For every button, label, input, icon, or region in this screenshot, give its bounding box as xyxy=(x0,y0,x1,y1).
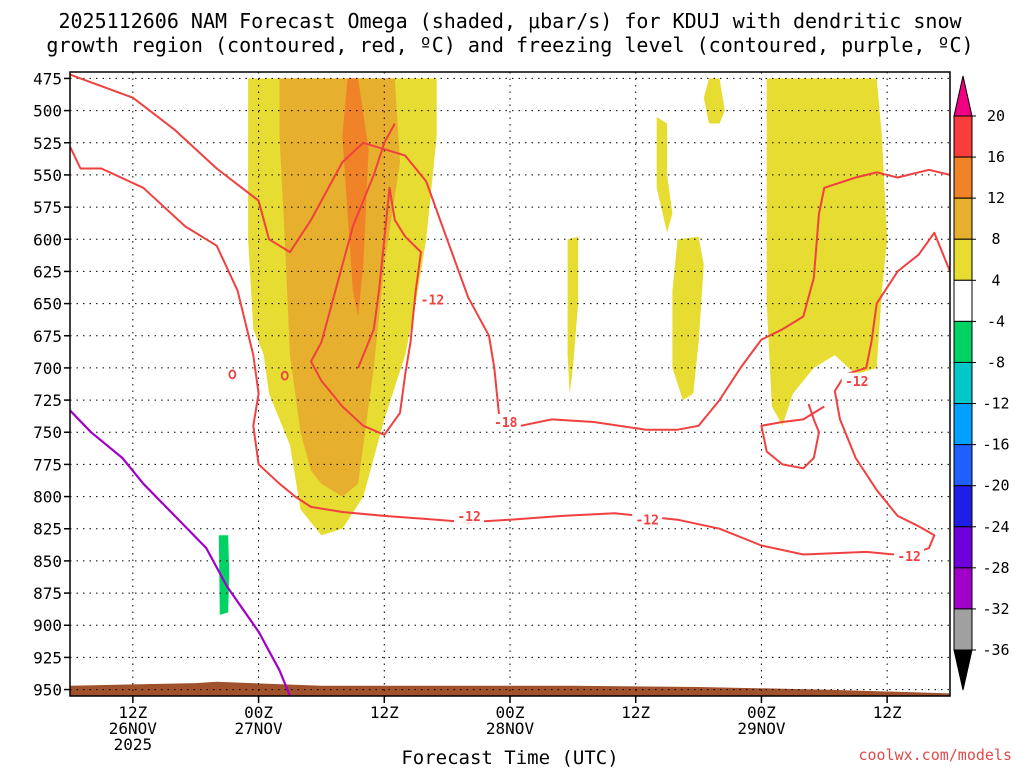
x-tick-label-0-0: 12Z xyxy=(118,703,147,722)
colorbar-bin-16-20 xyxy=(953,115,973,158)
omega-shade-region-6 xyxy=(567,236,579,394)
omega-shade-region-3 xyxy=(703,78,725,124)
colorbar-tick-label-11: -28 xyxy=(982,559,1009,577)
colorbar-tick-label-4: 4 xyxy=(991,271,1000,289)
dgz-contour-line-2 xyxy=(310,123,422,436)
colorbar-bin-8-12 xyxy=(953,197,973,240)
colorbar-tick-label-6: -8 xyxy=(987,353,1005,371)
y-tick-label-600: 600 xyxy=(33,230,62,249)
colorbar-bin--36--32 xyxy=(953,608,973,651)
colorbar-tick-label-5: -4 xyxy=(987,312,1005,330)
y-tick-label-625: 625 xyxy=(33,262,62,281)
y-tick-label-750: 750 xyxy=(33,423,62,442)
terrain-ground xyxy=(70,681,950,696)
x-tick-label-0-2: 2025 xyxy=(114,735,153,754)
contour-label-2: -12 xyxy=(457,510,480,525)
colorbar-bin--20--16 xyxy=(953,444,973,487)
y-tick-label-525: 525 xyxy=(33,134,62,153)
colorbar-bin-4-8 xyxy=(953,238,973,281)
colorbar-bin--8--4 xyxy=(953,320,973,363)
x-tick-label-6-0: 12Z xyxy=(873,703,902,722)
colorbar-tick-label-2: 12 xyxy=(987,189,1005,207)
omega-shade-region-8 xyxy=(218,535,230,615)
x-tick-label-1-1: 27NOV xyxy=(234,719,283,738)
colorbar-bin--32--28 xyxy=(953,567,973,610)
chart-title-line-2: growth region (contoured, red, ºC) and f… xyxy=(46,33,973,57)
colorbar-bin--4-4 xyxy=(953,279,973,322)
colorbar-tick-label-1: 16 xyxy=(987,148,1005,166)
x-tick-label-2-0: 12Z xyxy=(370,703,399,722)
x-tick-label-1-0: 00Z xyxy=(244,703,273,722)
colorbar-tick-label-10: -24 xyxy=(982,518,1009,536)
dgz-small-loop-1 xyxy=(280,370,289,381)
y-tick-label-700: 700 xyxy=(33,359,62,378)
colorbar-bin--28--24 xyxy=(953,526,973,569)
contour-label-bg-2 xyxy=(454,507,485,523)
chart-title-line-1: 2025112606 NAM Forecast Omega (shaded, μ… xyxy=(58,9,962,33)
x-tick-label-0-1: 26NOV xyxy=(109,719,158,738)
freezing-level-line xyxy=(70,409,292,696)
colorbar-bin--16--12 xyxy=(953,403,973,446)
contour-label-3: -12 xyxy=(635,514,658,529)
colorbar-bin--12--8 xyxy=(953,361,973,405)
contour-label-bg-1 xyxy=(490,413,521,429)
x-axis-label: Forecast Time (UTC) xyxy=(401,747,618,768)
y-tick-label-675: 675 xyxy=(33,327,62,346)
omega-shade-region-5 xyxy=(672,236,704,401)
credit-text: coolwx.com/models xyxy=(858,746,1012,764)
y-tick-label-500: 500 xyxy=(33,102,62,121)
colorbar-over-arrow xyxy=(953,75,973,117)
colorbar-tick-label-9: -20 xyxy=(982,477,1009,495)
colorbar-tick-label-3: 8 xyxy=(991,230,1000,248)
y-tick-label-850: 850 xyxy=(33,552,62,571)
contour-label-bg-3 xyxy=(632,511,663,527)
y-tick-label-925: 925 xyxy=(33,648,62,667)
contour-label-bg-0 xyxy=(417,291,448,307)
contour-label-4: -12 xyxy=(897,550,920,565)
x-tick-label-3-1: 28NOV xyxy=(486,719,535,738)
contour-label-bg-4 xyxy=(894,547,925,563)
colorbar-under-arrow xyxy=(953,649,973,691)
x-tick-label-5-0: 00Z xyxy=(747,703,776,722)
colorbar-tick-label-13: -36 xyxy=(982,641,1009,659)
x-tick-label-5-1: 29NOV xyxy=(737,719,786,738)
y-tick-label-475: 475 xyxy=(33,69,62,88)
contour-labels: -12 -18 -12 -12 -12 -12 xyxy=(417,291,925,565)
y-tick-label-650: 650 xyxy=(33,295,62,314)
contour-label-5: -12 xyxy=(845,375,868,390)
contour-label-bg-5 xyxy=(841,372,872,388)
contour-label-1: -18 xyxy=(494,416,518,431)
colorbar-bin-12-16 xyxy=(953,156,973,199)
colorbar-tick-label-8: -16 xyxy=(982,436,1009,454)
y-tick-label-875: 875 xyxy=(33,584,62,603)
omega-shade-region-7 xyxy=(766,78,888,426)
y-tick-label-725: 725 xyxy=(33,391,62,410)
y-tick-label-900: 900 xyxy=(33,616,62,635)
omega-shade-region-2 xyxy=(342,78,369,317)
y-tick-label-950: 950 xyxy=(33,681,62,700)
colorbar-bin--24--20 xyxy=(953,485,973,528)
dgz-small-loop-0 xyxy=(228,369,237,380)
y-tick-label-550: 550 xyxy=(33,166,62,185)
terrain-fill xyxy=(70,681,950,696)
omega-shade-region-4 xyxy=(656,117,673,233)
contour-label-0: -12 xyxy=(421,294,444,309)
colorbar-tick-label-0: 20 xyxy=(987,107,1005,125)
dgz-contour-line-3 xyxy=(760,403,825,470)
x-tick-label-4-0: 12Z xyxy=(621,703,650,722)
colorbar-tick-label-12: -32 xyxy=(982,600,1009,618)
y-tick-label-775: 775 xyxy=(33,455,62,474)
colorbar: 20 16 12 8 4 -4 -8 -12 -16 -20 -24 -28 -32 -36 xyxy=(953,75,1010,691)
colorbar-tick-label-7: -12 xyxy=(982,395,1009,413)
grid-lines xyxy=(70,72,950,696)
y-tick-label-825: 825 xyxy=(33,520,62,539)
y-axis: 475 500 525 550 575 600 625 650 675 700 725 750 775 8… xyxy=(33,69,70,700)
x-tick-label-3-0: 00Z xyxy=(496,703,525,722)
y-tick-label-800: 800 xyxy=(33,488,62,507)
freezing-level xyxy=(70,409,292,696)
y-tick-label-575: 575 xyxy=(33,198,62,217)
